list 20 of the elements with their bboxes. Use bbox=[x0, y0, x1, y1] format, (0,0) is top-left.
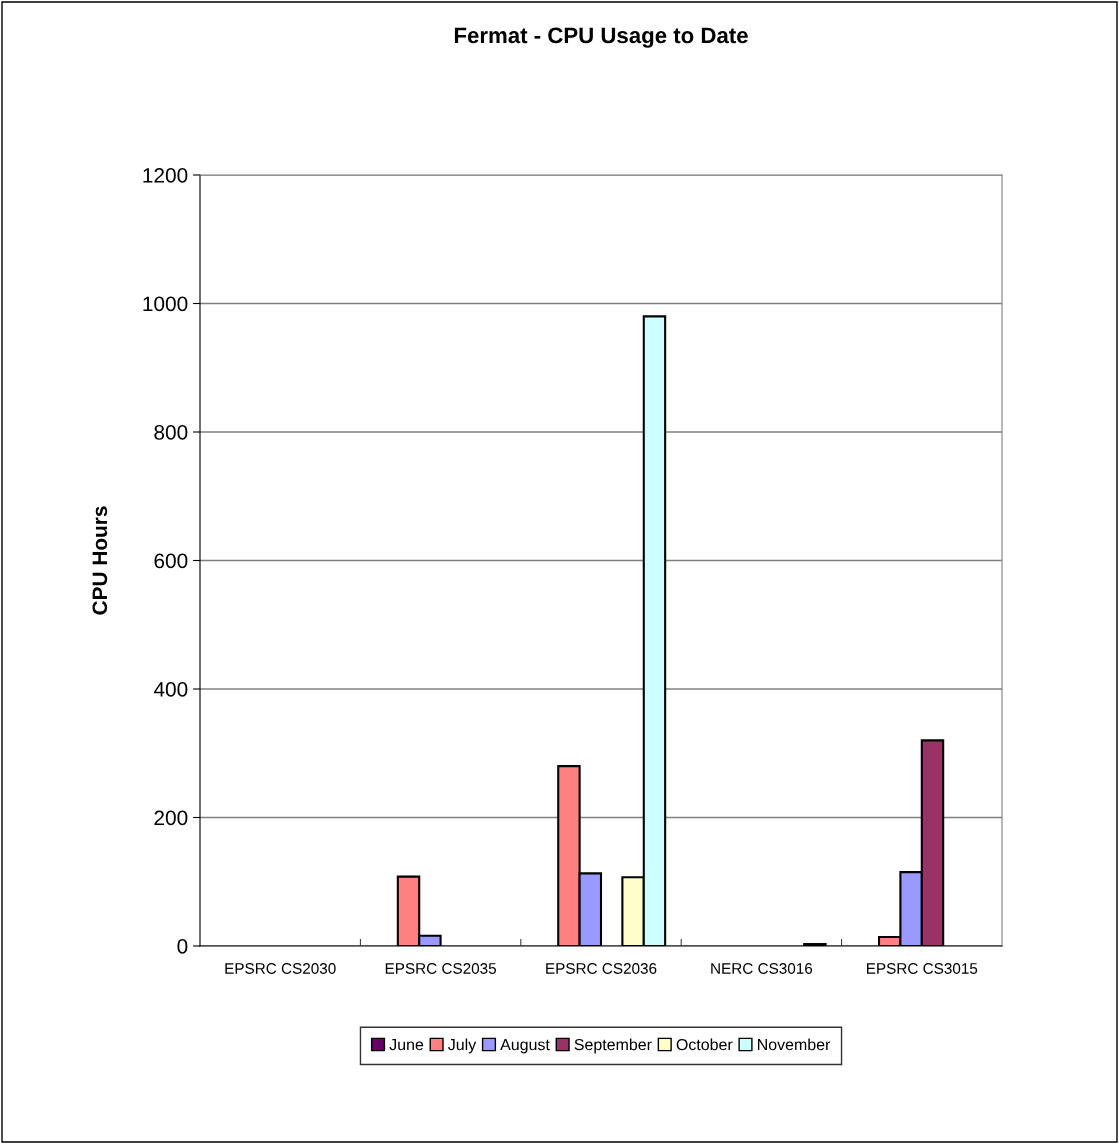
y-tick-label: 400 bbox=[153, 682, 188, 697]
y-tick-label: 1200 bbox=[143, 168, 188, 183]
legend-label: September bbox=[574, 1038, 652, 1054]
y-tick-label: 600 bbox=[154, 553, 188, 569]
chart-title: Fermat - CPU Usage to Date bbox=[454, 27, 748, 48]
legend-label: June bbox=[389, 1039, 424, 1051]
legend-label: August bbox=[500, 1039, 550, 1054]
x-tick-label: NERC CS3016 bbox=[711, 963, 813, 974]
x-tick-label: EPSRC CS2035 bbox=[385, 963, 497, 974]
y-tick-label: 800 bbox=[154, 425, 188, 440]
x-tick-label: EPSRC CS2030 bbox=[225, 963, 336, 974]
legend-label: November bbox=[758, 1038, 831, 1051]
y-tick-label: 200 bbox=[154, 810, 188, 826]
legend-label: October bbox=[676, 1038, 733, 1051]
y-tick-label: 0 bbox=[177, 939, 188, 954]
y-tick-label: 1000 bbox=[143, 296, 188, 312]
x-tick-label: EPSRC CS3015 bbox=[867, 963, 978, 974]
legend-label: July bbox=[448, 1038, 477, 1054]
y-axis-title: CPU Hours bbox=[92, 506, 108, 615]
x-tick-label: EPSRC CS2036 bbox=[546, 963, 657, 974]
